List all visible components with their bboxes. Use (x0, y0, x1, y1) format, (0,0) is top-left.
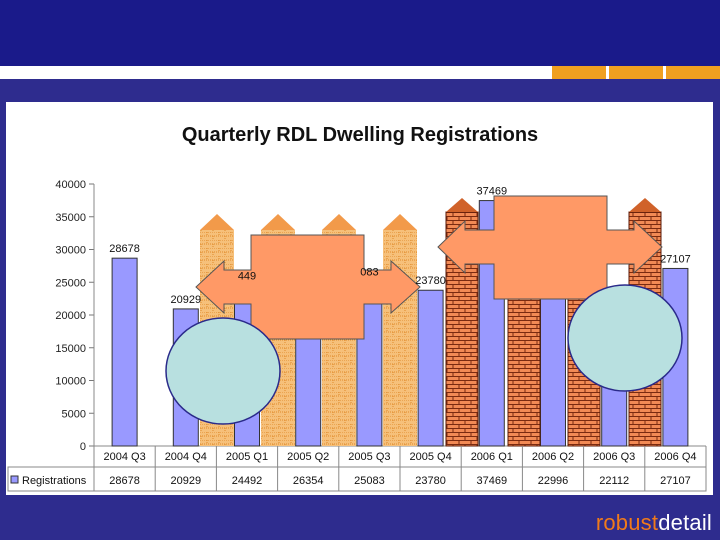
chart-title: Quarterly RDL Dwelling Registrations (182, 124, 538, 146)
overlay-shapes (165, 195, 683, 447)
brick-column (383, 230, 417, 446)
y-tick-label: 35000 (55, 212, 86, 224)
table-value: 25083 (354, 475, 385, 487)
x-tick-label: 2004 Q4 (165, 451, 207, 463)
data-label: 23780 (415, 275, 446, 287)
table-value: 20929 (171, 475, 202, 487)
table-value: 28678 (109, 475, 140, 487)
y-tick-label: 0 (80, 441, 86, 453)
bar (111, 257, 138, 447)
brand-part-2: detail (658, 510, 712, 535)
header-strip (0, 66, 720, 79)
y-tick-label: 30000 (55, 245, 86, 257)
table-value: 24492 (232, 475, 263, 487)
table-value: 26354 (293, 475, 324, 487)
double-arrow-left (195, 234, 421, 340)
x-tick-label: 2005 Q1 (226, 451, 268, 463)
title-bar (0, 0, 720, 66)
y-tick-label: 40000 (55, 179, 86, 191)
data-label: 083 (360, 267, 378, 279)
brand-part-1: robust (595, 510, 659, 535)
brick-column-cap (383, 214, 417, 230)
orange-tab-1 (552, 66, 606, 79)
x-tick-label: 2005 Q4 (409, 451, 451, 463)
table-value: 27107 (660, 475, 691, 487)
data-label: 28678 (109, 243, 140, 255)
table-value: 22996 (538, 475, 569, 487)
highlight-circle (567, 284, 683, 392)
brick-column-dark-cap (629, 198, 661, 212)
brick-column-cap (322, 214, 356, 230)
data-table: 2004 Q3 28678 2004 Q4 20929 2005 Q1 24492 2005… (7, 446, 707, 492)
x-tick-label: 2005 Q3 (348, 451, 390, 463)
data-labels: 28678 20929 449 083 23780 37469 27107 (109, 186, 690, 306)
y-tick-label: 15000 (55, 343, 86, 355)
double-arrow-right (437, 195, 663, 300)
table-value: 37469 (477, 475, 508, 487)
brick-column-dark-cap (446, 198, 478, 212)
brick-column-cap (261, 214, 295, 230)
x-tick-label: 2006 Q4 (654, 451, 696, 463)
table-value: 23780 (415, 475, 446, 487)
table-row-box (7, 466, 707, 492)
x-tick-label: 2006 Q3 (593, 451, 635, 463)
data-label: 27107 (660, 253, 691, 265)
x-tick-label: 2006 Q2 (532, 451, 574, 463)
bar (417, 289, 444, 447)
x-tick-label: 2005 Q2 (287, 451, 329, 463)
data-label: 37469 (477, 186, 508, 198)
y-tick-label: 25000 (55, 277, 86, 289)
table-value: 22112 (599, 475, 629, 487)
orange-tab-2 (609, 66, 663, 79)
orange-tab-3 (666, 66, 720, 79)
bar (540, 294, 566, 447)
data-label: 20929 (171, 294, 202, 306)
x-tick-label: 2004 Q3 (103, 451, 145, 463)
highlight-circle (165, 317, 281, 425)
y-tick-label: 20000 (55, 310, 86, 322)
brick-column-cap (200, 214, 234, 230)
legend-key (10, 475, 19, 484)
y-tick-label: 5000 (62, 408, 86, 420)
data-label: 449 (238, 271, 256, 283)
legend-label: Registrations (22, 475, 87, 487)
x-tick-label: 2006 Q1 (471, 451, 513, 463)
brand-logo: robustdetail (596, 510, 712, 536)
y-tick-label: 10000 (55, 376, 86, 388)
